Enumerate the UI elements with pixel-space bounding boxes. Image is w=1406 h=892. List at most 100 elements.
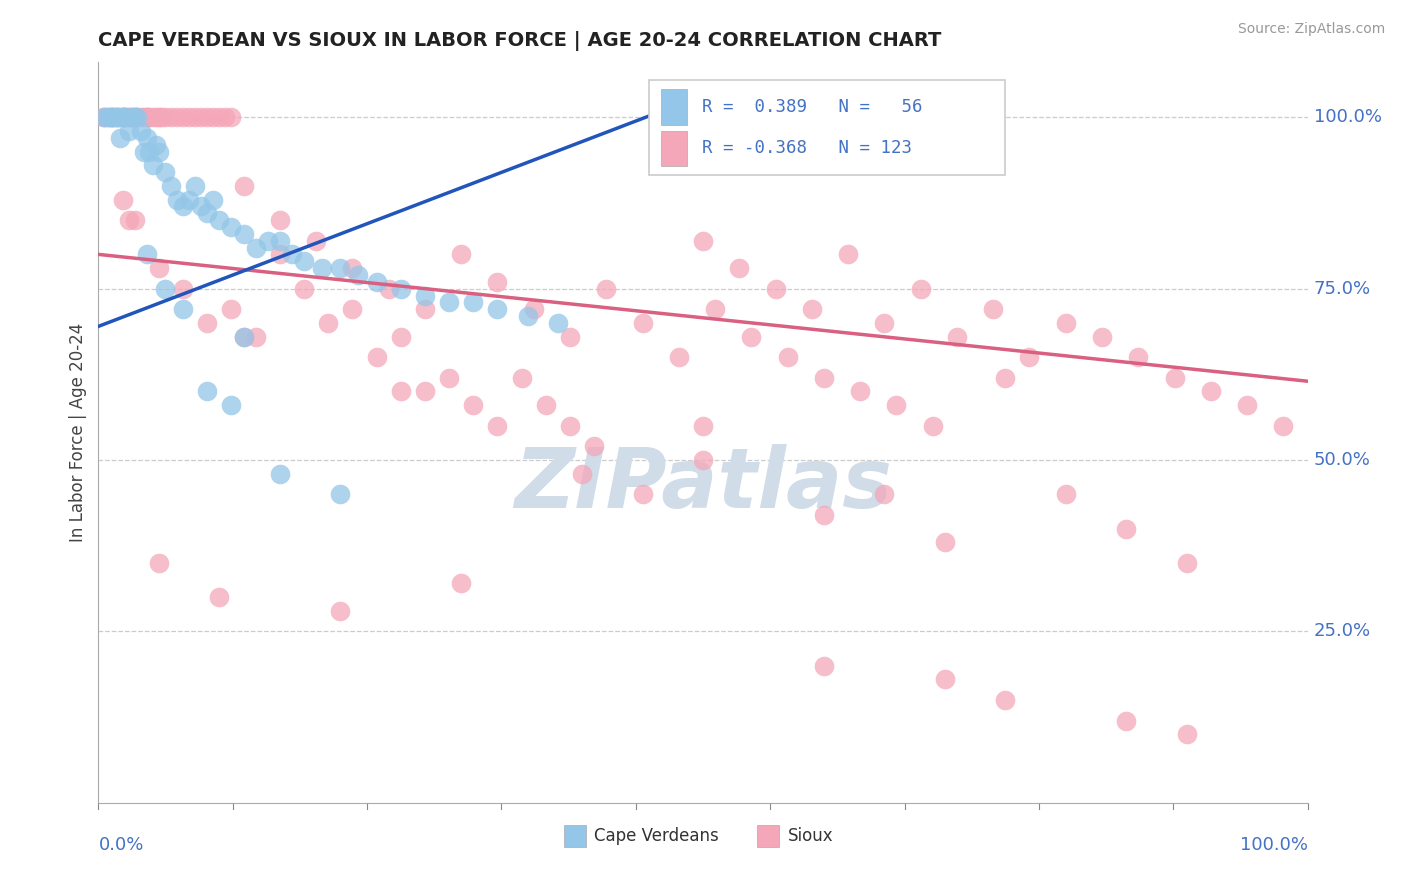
- Point: [214, 110, 236, 124]
- Point: [486, 418, 509, 433]
- Point: [232, 329, 254, 343]
- Point: [111, 193, 134, 207]
- Point: [269, 467, 291, 481]
- Point: [366, 275, 388, 289]
- Point: [389, 384, 412, 399]
- Point: [547, 316, 569, 330]
- Point: [516, 309, 538, 323]
- FancyBboxPatch shape: [648, 80, 1005, 175]
- Point: [994, 693, 1017, 707]
- Point: [946, 329, 969, 343]
- Point: [195, 384, 218, 399]
- Point: [93, 110, 115, 124]
- Y-axis label: In Labor Force | Age 20-24: In Labor Force | Age 20-24: [69, 323, 87, 542]
- Point: [813, 371, 835, 385]
- Point: [221, 302, 243, 317]
- Point: [800, 302, 823, 317]
- Point: [97, 110, 120, 124]
- Point: [1199, 384, 1222, 399]
- Point: [100, 110, 122, 124]
- Point: [728, 261, 751, 276]
- Text: Sioux: Sioux: [787, 827, 834, 845]
- Point: [232, 227, 254, 241]
- Point: [281, 247, 304, 261]
- Point: [101, 110, 124, 124]
- Point: [910, 282, 932, 296]
- Point: [124, 110, 146, 124]
- Point: [121, 110, 143, 124]
- Point: [981, 302, 1004, 317]
- Point: [148, 261, 170, 276]
- Point: [153, 110, 176, 124]
- Point: [104, 110, 127, 124]
- Text: R = -0.368   N = 123: R = -0.368 N = 123: [702, 139, 911, 157]
- Point: [202, 193, 225, 207]
- Point: [269, 213, 291, 227]
- Point: [111, 110, 134, 124]
- Point: [305, 234, 328, 248]
- Point: [329, 604, 352, 618]
- Point: [118, 110, 141, 124]
- Point: [142, 158, 165, 172]
- Point: [1128, 350, 1150, 364]
- Point: [208, 213, 231, 227]
- Point: [256, 234, 278, 248]
- Point: [1091, 329, 1114, 343]
- Point: [114, 110, 136, 124]
- Point: [221, 110, 243, 124]
- Point: [172, 110, 194, 124]
- Point: [172, 282, 194, 296]
- Point: [202, 110, 225, 124]
- Bar: [758, 825, 779, 847]
- Point: [124, 110, 146, 124]
- Point: [93, 110, 115, 124]
- Point: [127, 110, 149, 124]
- Point: [269, 247, 291, 261]
- Point: [166, 110, 188, 124]
- Point: [1054, 316, 1077, 330]
- Point: [571, 467, 593, 481]
- Point: [692, 453, 714, 467]
- Point: [437, 371, 460, 385]
- Text: 100.0%: 100.0%: [1240, 836, 1308, 855]
- Point: [190, 199, 212, 213]
- Point: [1175, 556, 1198, 570]
- Point: [118, 124, 141, 138]
- Point: [93, 110, 115, 124]
- Point: [124, 110, 146, 124]
- Point: [138, 110, 160, 124]
- Point: [195, 316, 218, 330]
- Point: [934, 673, 956, 687]
- Point: [413, 384, 436, 399]
- Point: [232, 178, 254, 193]
- Point: [208, 590, 231, 604]
- Point: [145, 110, 167, 124]
- Point: [631, 487, 654, 501]
- Point: [135, 110, 157, 124]
- Point: [166, 193, 188, 207]
- Point: [129, 110, 152, 124]
- Point: [437, 295, 460, 310]
- Bar: [661, 130, 688, 166]
- Text: 75.0%: 75.0%: [1313, 280, 1371, 298]
- Point: [292, 282, 315, 296]
- Point: [114, 110, 136, 124]
- Point: [184, 178, 207, 193]
- Point: [873, 487, 896, 501]
- Point: [195, 206, 218, 220]
- Point: [776, 350, 799, 364]
- Point: [111, 110, 134, 124]
- Point: [150, 110, 173, 124]
- Point: [389, 329, 412, 343]
- Point: [873, 316, 896, 330]
- Point: [329, 261, 352, 276]
- Bar: [564, 825, 586, 847]
- Point: [134, 110, 156, 124]
- Point: [389, 282, 412, 296]
- Text: 0.0%: 0.0%: [98, 836, 143, 855]
- Point: [108, 110, 131, 124]
- Point: [463, 295, 485, 310]
- Point: [172, 302, 194, 317]
- Point: [583, 439, 606, 453]
- Point: [849, 384, 872, 399]
